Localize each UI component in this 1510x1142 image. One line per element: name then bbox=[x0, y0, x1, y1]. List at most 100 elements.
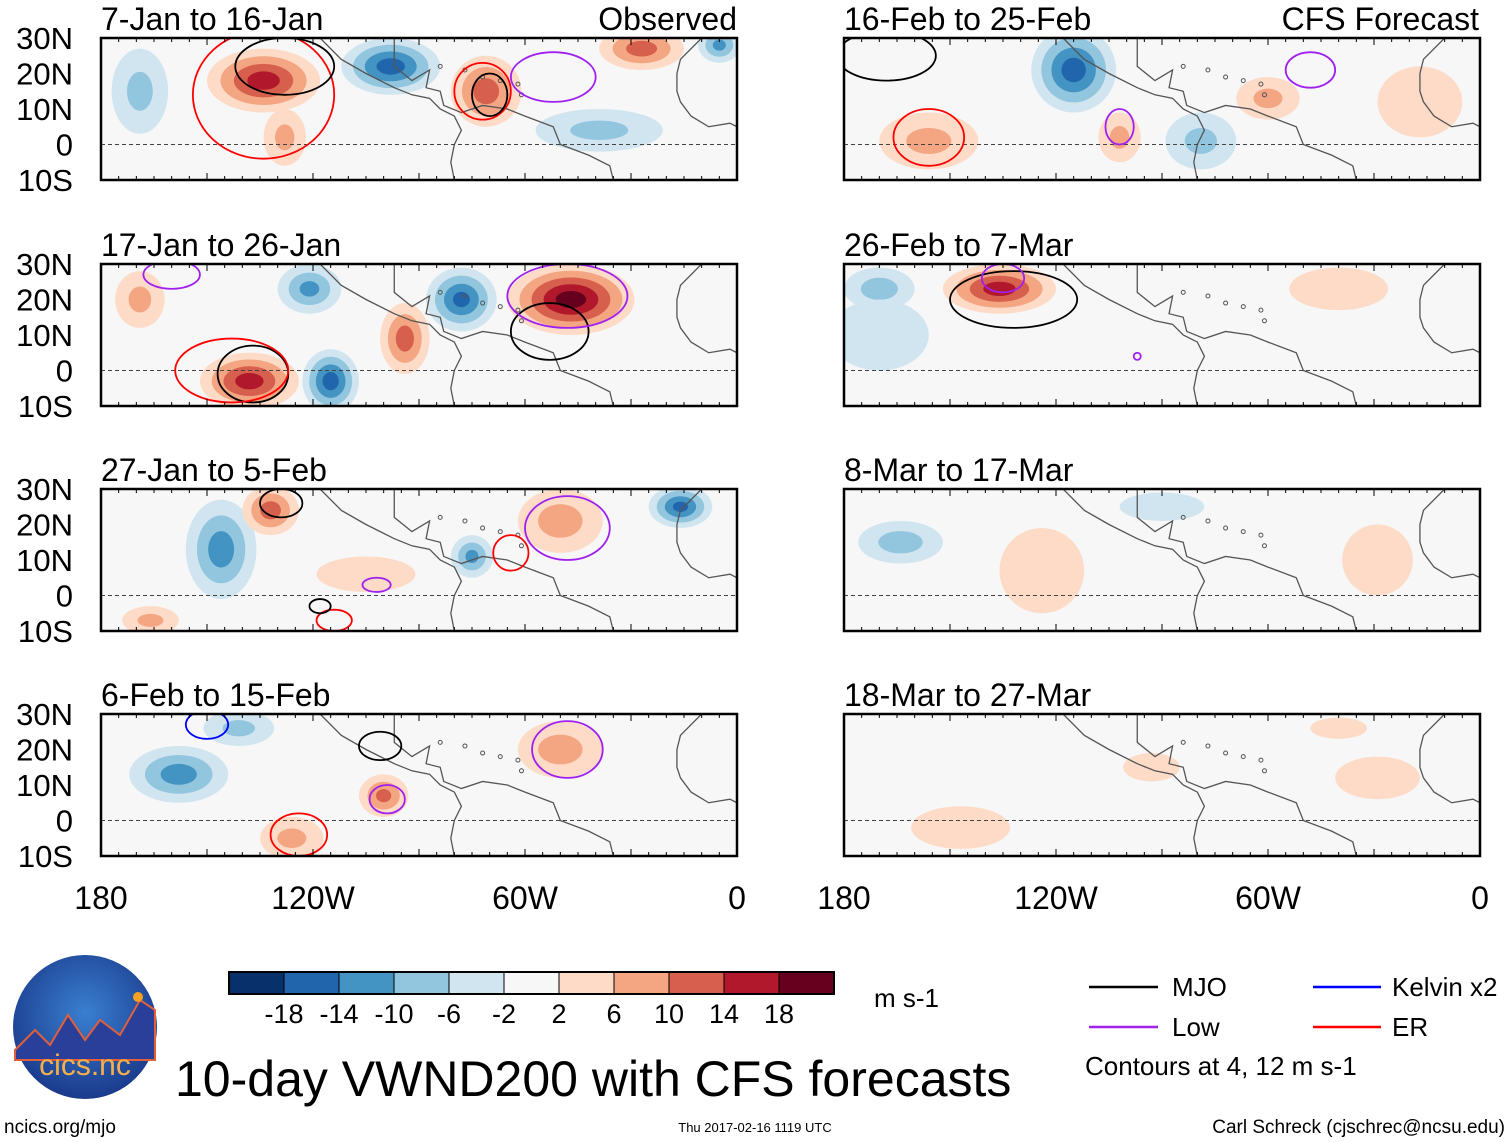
panel-title: 6-Feb to 15-Feb bbox=[101, 677, 330, 713]
colorbar-swatch bbox=[668, 971, 725, 995]
wind-anomaly-shade bbox=[260, 501, 281, 520]
island bbox=[1223, 74, 1229, 80]
island bbox=[480, 300, 486, 306]
coastline-africa bbox=[1419, 264, 1480, 354]
y-tick-label: 10S bbox=[18, 389, 73, 424]
colorbar-unit: m s-1 bbox=[874, 983, 939, 1013]
coastline-gulf bbox=[1136, 38, 1357, 180]
island bbox=[518, 318, 524, 324]
wind-anomaly-shade bbox=[275, 124, 295, 151]
coastline-africa bbox=[676, 264, 737, 354]
wind-anomaly-shade bbox=[860, 277, 898, 301]
y-tick-label: 0 bbox=[56, 804, 73, 839]
y-tick-label: 30N bbox=[16, 247, 73, 282]
y-tick-label: 20N bbox=[16, 508, 73, 543]
y-tick-label: 10S bbox=[18, 839, 73, 874]
island bbox=[1240, 754, 1246, 760]
y-tick-label: 10N bbox=[16, 318, 73, 353]
contour-er bbox=[191, 38, 336, 160]
island bbox=[480, 750, 486, 756]
colorbar-swatch bbox=[393, 971, 450, 995]
island bbox=[437, 63, 443, 69]
coastline-africa bbox=[1419, 38, 1480, 128]
island bbox=[462, 293, 468, 299]
coastline-pacific bbox=[1062, 714, 1206, 856]
contour-low bbox=[1132, 351, 1142, 361]
colorbar-swatch bbox=[228, 971, 285, 995]
wind-anomaly-shade bbox=[299, 281, 320, 297]
y-tick-label: 30N bbox=[16, 21, 73, 56]
contour-er bbox=[892, 108, 966, 167]
island bbox=[1240, 529, 1246, 535]
coastline-gulf bbox=[1136, 264, 1357, 406]
logo-text: cics.nc bbox=[39, 1049, 131, 1082]
wind-anomaly-shade bbox=[376, 58, 405, 75]
island bbox=[518, 768, 524, 774]
island bbox=[1180, 739, 1186, 745]
colorbar-swatch bbox=[448, 971, 505, 995]
island bbox=[462, 743, 468, 749]
y-tick-label: 30N bbox=[16, 697, 73, 732]
y-tick-label: 10S bbox=[18, 163, 73, 198]
map-panel: 26-Feb to 7-Mar bbox=[842, 227, 1482, 408]
island bbox=[1261, 318, 1267, 324]
island bbox=[1261, 768, 1267, 774]
cics-logo: cics.nc bbox=[13, 955, 157, 1099]
wind-anomaly-shade bbox=[316, 556, 416, 592]
island bbox=[497, 304, 503, 310]
wind-anomaly-shade bbox=[452, 291, 470, 308]
coastline-africa bbox=[1419, 714, 1480, 804]
colorbar-tick-label: -2 bbox=[492, 999, 516, 1029]
wind-anomaly-shade bbox=[555, 290, 587, 309]
y-tick-label: 10N bbox=[16, 768, 73, 803]
colorbar-swatch bbox=[558, 971, 615, 995]
contour-er bbox=[174, 337, 290, 404]
island bbox=[1258, 757, 1264, 763]
wind-anomaly-shade bbox=[538, 734, 583, 765]
colorbar-tick-label: 2 bbox=[551, 999, 566, 1029]
island bbox=[1223, 300, 1229, 306]
colorbar: -18 -14 -10 -6 -2 2 6 10 14 18 bbox=[228, 971, 835, 1029]
wind-anomaly-shade bbox=[1061, 57, 1086, 83]
wind-anomaly-shade bbox=[672, 501, 689, 512]
coastline-pacific bbox=[1062, 264, 1206, 406]
y-tick-label: 10N bbox=[16, 543, 73, 578]
coastline-africa bbox=[676, 38, 737, 128]
contour-mjo bbox=[509, 302, 590, 361]
y-tick-label: 30N bbox=[16, 472, 73, 507]
island bbox=[462, 518, 468, 524]
map-panel: 8-Mar to 17-Mar bbox=[842, 452, 1482, 633]
contour-mjo bbox=[259, 489, 304, 519]
legend-label-kelvin: Kelvin x2 bbox=[1392, 972, 1498, 1002]
contour-low bbox=[368, 784, 406, 815]
wind-anomaly-shade bbox=[844, 299, 929, 371]
legend: MJO Kelvin x2 Low ER Contours at 4, 12 m… bbox=[1085, 972, 1498, 1081]
colorbar-tick-label: -10 bbox=[374, 999, 413, 1029]
wind-anomaly-shade bbox=[160, 763, 197, 785]
coastline-gulf bbox=[393, 38, 614, 180]
colorbar-swatch bbox=[338, 971, 395, 995]
wind-anomaly-shade bbox=[1310, 717, 1367, 739]
x-tick-label: 60W bbox=[1235, 880, 1302, 916]
contour-er bbox=[453, 61, 512, 121]
colorbar-swatch bbox=[778, 971, 835, 995]
coastline-gulf bbox=[393, 714, 614, 856]
footer-author: Carl Schreck (cjschrec@ncsu.edu) bbox=[1212, 1117, 1505, 1138]
footer-url[interactable]: ncics.org/mjo bbox=[4, 1117, 116, 1138]
y-tick-label: 0 bbox=[56, 128, 73, 163]
panel-title: 18-Mar to 27-Mar bbox=[844, 677, 1092, 713]
y-tick-label: 20N bbox=[16, 733, 73, 768]
island bbox=[1180, 289, 1186, 295]
colorbar-tick-label: 10 bbox=[654, 999, 684, 1029]
wind-anomaly-shade bbox=[1342, 524, 1413, 596]
contour-mjo bbox=[844, 38, 937, 82]
wind-anomaly-shade bbox=[137, 613, 164, 627]
map-panel: 18-Mar to 27-Mar 180 120W 60W 0 bbox=[817, 677, 1489, 916]
y-tick-label: 0 bbox=[56, 354, 73, 389]
contour-er bbox=[492, 534, 530, 572]
x-tick-label: 0 bbox=[1471, 880, 1489, 916]
contour-mjo bbox=[949, 270, 1079, 329]
